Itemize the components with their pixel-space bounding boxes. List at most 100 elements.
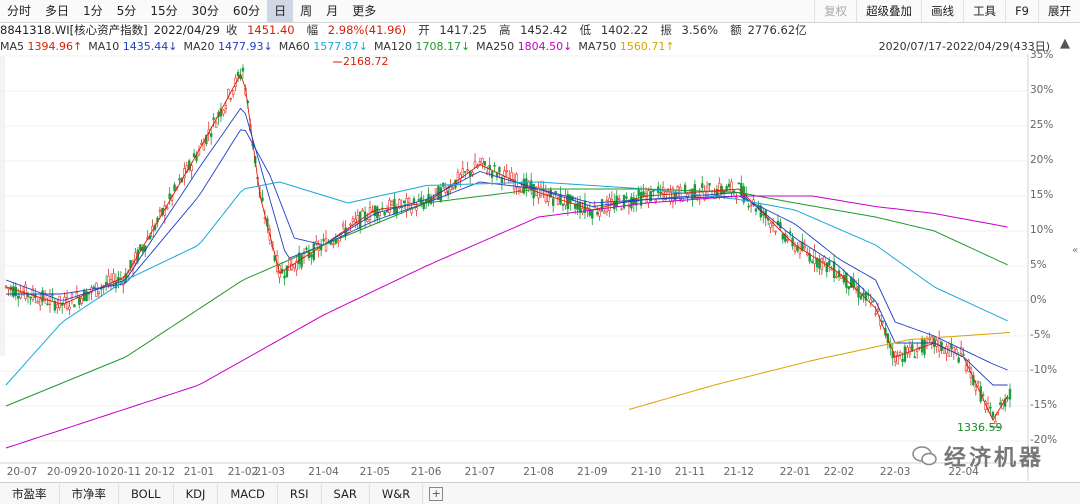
ma-legend-ma120[interactable]: MA120 1708.17↓ (374, 40, 470, 53)
indicator-tab-6[interactable]: SAR (322, 483, 370, 504)
candle-body (769, 222, 772, 228)
ma-legend-ma5[interactable]: MA5 1394.96↑ (0, 40, 82, 53)
candle-body (112, 273, 115, 282)
candle-body (544, 190, 548, 203)
ma-legend-ma60[interactable]: MA60 1577.87↓ (279, 40, 368, 53)
candle-body (85, 291, 88, 301)
candle-body (322, 239, 325, 242)
indicator-tab-1[interactable]: 市净率 (60, 483, 119, 504)
x-tick-label: 21-02 (227, 466, 259, 478)
candle-body (354, 218, 357, 223)
ma-legend-ma250[interactable]: MA250 1804.50↓ (476, 40, 572, 53)
x-tick-label: 22-01 (779, 466, 811, 478)
date-range[interactable]: 2020/07/17-2022/04/29(433日) (878, 40, 1050, 53)
period-tab-10[interactable]: 更多 (352, 4, 377, 18)
low-label: 低 (579, 23, 592, 37)
period-tab-6[interactable]: 60分 (232, 4, 261, 18)
period-tab-9[interactable]: 月 (326, 4, 339, 18)
candle-body (168, 193, 171, 200)
tool-button-0[interactable]: 复权 (814, 0, 856, 22)
period-tab-0[interactable]: 分时 (7, 4, 32, 18)
candle-body (989, 406, 992, 409)
high-value: 1452.42 (520, 23, 568, 37)
candle-body (351, 218, 355, 222)
candle-body (901, 359, 904, 362)
x-tick-label: 20-12 (144, 466, 176, 478)
indicator-tab-4[interactable]: MACD (218, 483, 278, 504)
period-tab-4[interactable]: 15分 (150, 4, 178, 18)
candle-body (224, 105, 228, 110)
candle-body (864, 292, 868, 301)
range-up-icon[interactable]: ▲ (1060, 36, 1070, 51)
ma-legend-ma20[interactable]: MA20 1477.93↓ (183, 40, 272, 53)
candle-body (92, 286, 96, 289)
candle-body (68, 306, 71, 310)
candle-body (417, 199, 421, 201)
candle-body (947, 349, 951, 357)
candle-body (439, 187, 443, 201)
period-tab-8[interactable]: 周 (300, 4, 313, 18)
candle-body (620, 208, 623, 211)
candle-body (26, 292, 30, 297)
candle-body (214, 122, 218, 128)
ma-line-ma5 (5, 73, 1008, 421)
period-tab-7[interactable]: 日 (267, 0, 294, 22)
candle-body (525, 178, 528, 190)
candle-body (737, 182, 741, 185)
tool-button-3[interactable]: 工具 (963, 0, 1005, 22)
ma-legend-bar: MA5 1394.96↑ MA10 1435.44↓ MA20 1477.93↓ MA… (0, 38, 1080, 54)
ma-label: MA5 (0, 39, 28, 53)
tool-button-2[interactable]: 画线 (921, 0, 963, 22)
indicator-tab-0[interactable]: 市盈率 (0, 483, 60, 504)
tool-button-1[interactable]: 超级叠加 (856, 0, 921, 22)
candle-body (920, 338, 924, 353)
period-tab-5[interactable]: 30分 (191, 4, 219, 18)
candle-body (603, 211, 606, 214)
tool-button-5[interactable]: 展开 (1038, 0, 1080, 22)
x-tick-label: 21-08 (523, 466, 554, 478)
candle-body (36, 301, 39, 304)
candle-body (991, 411, 995, 417)
candle-body (725, 186, 728, 192)
x-tick-label: 22-03 (879, 466, 911, 478)
candle-body (820, 258, 824, 270)
ma-label: MA10 (88, 39, 123, 53)
candle-body (859, 295, 863, 300)
period-tab-1[interactable]: 多日 (45, 4, 70, 18)
indicator-tab-7[interactable]: W&R (370, 483, 424, 504)
candle-body (788, 231, 792, 234)
quote-date: 2022/04/29 (153, 23, 220, 37)
candle-body (60, 302, 64, 306)
tool-button-4[interactable]: F9 (1005, 0, 1038, 22)
period-tab-3[interactable]: 5分 (116, 4, 137, 18)
candle-body (876, 308, 880, 312)
indicator-tab-3[interactable]: KDJ (174, 483, 219, 504)
candle-body (701, 183, 704, 188)
ma-label: MA20 (183, 39, 218, 53)
expand-right-icon[interactable]: « (1072, 245, 1079, 256)
candle-body (107, 275, 110, 286)
ma-line-ma10 (5, 107, 1008, 386)
candle-body (576, 202, 579, 210)
left-panel-handle[interactable] (0, 56, 5, 356)
candle-body (222, 109, 225, 115)
add-indicator-icon[interactable]: + (429, 486, 444, 501)
candle-body (808, 253, 811, 262)
candle-body (532, 183, 535, 199)
candle-body (732, 190, 736, 193)
candle-body (412, 198, 416, 204)
candle-body (818, 258, 821, 269)
change-label: 幅 (306, 23, 319, 37)
indicator-tab-2[interactable]: BOLL (119, 483, 174, 504)
x-tick-label: 20-10 (78, 466, 110, 478)
ma-legend-ma750[interactable]: MA750 1560.71↑ (578, 40, 674, 53)
y-tick-label: -15% (1030, 399, 1058, 411)
indicator-tab-5[interactable]: RSI (278, 483, 322, 504)
candle-body (554, 190, 557, 194)
candle-body (644, 193, 648, 198)
candle-body (718, 182, 721, 197)
candle-body (297, 252, 301, 265)
ma-legend-ma10[interactable]: MA10 1435.44↓ (88, 40, 177, 53)
period-tab-2[interactable]: 1分 (83, 4, 103, 18)
